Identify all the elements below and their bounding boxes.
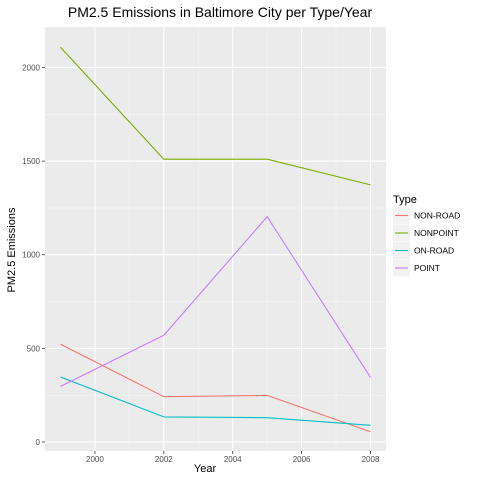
series-line-on-road [60, 376, 371, 426]
legend-label: NON-ROAD [414, 211, 460, 221]
legend-label: POINT [414, 263, 440, 273]
series-line-nonpoint [60, 46, 371, 186]
y-tick-label: 1500 [22, 157, 40, 166]
y-tick-label: 1000 [22, 251, 40, 260]
series-line-point [60, 216, 371, 387]
y-axis: 0 500 1000 1500 2000 [22, 63, 45, 447]
legend-title: Type [393, 194, 417, 206]
x-tick-label: 2004 [224, 455, 242, 464]
x-tick-label: 2008 [362, 455, 380, 464]
major-gridlines [45, 27, 386, 451]
legend-item-non-road: NON-ROAD [393, 207, 460, 224]
x-tick-label: 2000 [86, 455, 104, 464]
legend-label: ON-ROAD [414, 246, 454, 256]
y-tick-label: 2000 [22, 63, 40, 72]
series-line-non-road [60, 343, 371, 433]
legend-item-nonpoint: NONPOINT [393, 224, 459, 242]
legend-label: NONPOINT [414, 228, 459, 238]
x-tick-label: 2006 [293, 455, 311, 464]
series-lines [60, 46, 371, 433]
x-tick-label: 2002 [155, 455, 173, 464]
minor-gridlines [45, 27, 386, 451]
legend-item-point: POINT [393, 259, 440, 277]
y-tick-label: 0 [36, 438, 41, 447]
x-axis: 2000 2002 2004 2006 2008 [86, 451, 380, 464]
legend-item-on-road: ON-ROAD [393, 242, 454, 259]
y-axis-title: PM2.5 Emissions [6, 207, 18, 292]
x-axis-title: Year [194, 463, 217, 475]
chart-title: PM2.5 Emissions in Baltimore City per Ty… [68, 4, 373, 20]
y-tick-label: 500 [27, 344, 41, 353]
legend: Type NON-ROAD NONPOINT ON-ROAD POINT [393, 194, 460, 277]
plot-panel [45, 27, 386, 451]
